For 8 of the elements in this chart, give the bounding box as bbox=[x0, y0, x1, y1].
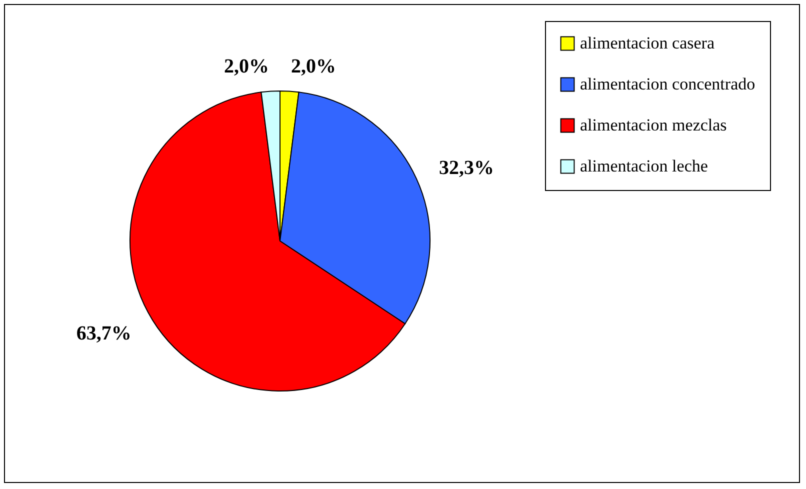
legend-label: alimentacion casera bbox=[580, 34, 715, 52]
legend-label: alimentacion mezclas bbox=[580, 116, 727, 134]
data-label: 32,3% bbox=[439, 156, 494, 179]
data-label: 63,7% bbox=[76, 322, 132, 344]
data-label: 2,0% bbox=[290, 55, 336, 78]
legend-label: alimentacion leche bbox=[580, 156, 708, 176]
data-label: 2,0% bbox=[224, 55, 270, 78]
legend-label: alimentacion concentrado bbox=[580, 74, 756, 94]
